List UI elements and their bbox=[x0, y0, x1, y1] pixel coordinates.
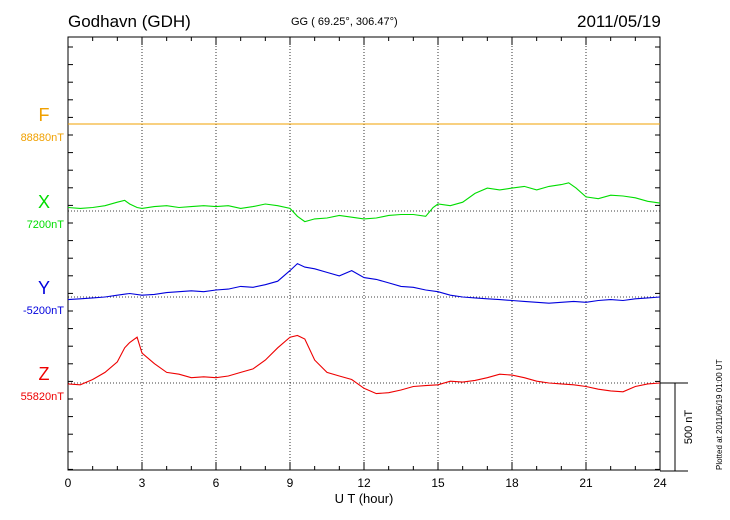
component-baseline-f: 88880nT bbox=[21, 132, 65, 144]
series-y bbox=[67, 262, 661, 304]
series-z bbox=[67, 334, 661, 395]
x-tick-label: 0 bbox=[65, 476, 72, 490]
plot-date: 2011/05/19 bbox=[577, 12, 661, 31]
component-baseline-z: 55820nT bbox=[21, 391, 65, 403]
scale-bar-label: 500 nT bbox=[683, 410, 695, 445]
component-baseline-y: -5200nT bbox=[23, 305, 64, 317]
component-letter-x: X bbox=[38, 192, 50, 212]
component-letter-z: Z bbox=[39, 364, 50, 384]
x-tick-label: 12 bbox=[357, 476, 371, 490]
x-axis-label: U T (hour) bbox=[335, 491, 394, 506]
component-letter-y: Y bbox=[38, 278, 50, 298]
x-tick-label: 15 bbox=[431, 476, 445, 490]
x-tick-label: 18 bbox=[505, 476, 519, 490]
station-coordinates: GG ( 69.25°, 306.47°) bbox=[291, 16, 398, 28]
series-x bbox=[67, 182, 661, 223]
x-tick-label: 24 bbox=[653, 476, 667, 490]
station-title: Godhavn (GDH) bbox=[68, 12, 191, 31]
x-tick-label: 9 bbox=[287, 476, 294, 490]
x-tick-label: 21 bbox=[579, 476, 593, 490]
x-tick-label: 6 bbox=[213, 476, 220, 490]
component-baseline-x: 7200nT bbox=[27, 219, 65, 231]
component-letter-f: F bbox=[39, 105, 50, 125]
x-tick-label: 3 bbox=[139, 476, 146, 490]
